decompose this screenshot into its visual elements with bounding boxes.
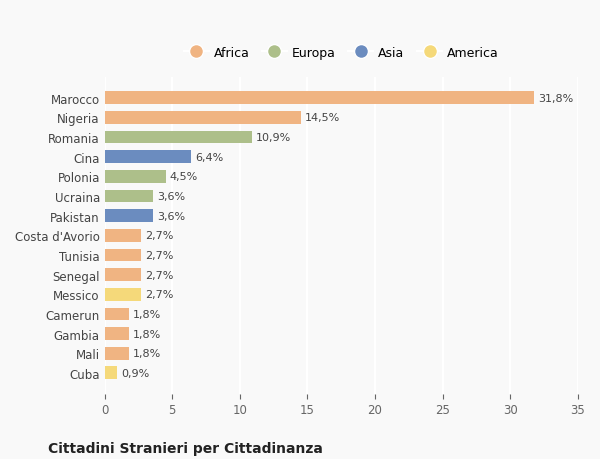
Bar bbox=[105, 327, 129, 340]
Legend: Africa, Europa, Asia, America: Africa, Europa, Asia, America bbox=[180, 43, 503, 63]
Bar bbox=[105, 230, 141, 242]
Text: 2,7%: 2,7% bbox=[145, 231, 173, 241]
Text: 3,6%: 3,6% bbox=[157, 191, 185, 202]
Text: 0,9%: 0,9% bbox=[121, 368, 149, 378]
Bar bbox=[105, 367, 117, 380]
Text: Cittadini Stranieri per Cittadinanza: Cittadini Stranieri per Cittadinanza bbox=[48, 441, 323, 454]
Bar bbox=[105, 170, 166, 183]
Text: 2,7%: 2,7% bbox=[145, 290, 173, 300]
Bar bbox=[105, 92, 535, 105]
Bar bbox=[105, 288, 141, 301]
Bar bbox=[105, 347, 129, 360]
Text: 3,6%: 3,6% bbox=[157, 211, 185, 221]
Text: 31,8%: 31,8% bbox=[538, 93, 574, 103]
Text: 4,5%: 4,5% bbox=[170, 172, 198, 182]
Text: 10,9%: 10,9% bbox=[256, 133, 292, 143]
Text: 2,7%: 2,7% bbox=[145, 270, 173, 280]
Bar bbox=[105, 112, 301, 124]
Text: 1,8%: 1,8% bbox=[133, 329, 161, 339]
Bar bbox=[105, 151, 191, 163]
Bar bbox=[105, 210, 154, 223]
Text: 6,4%: 6,4% bbox=[195, 152, 224, 162]
Bar bbox=[105, 249, 141, 262]
Bar bbox=[105, 269, 141, 281]
Bar bbox=[105, 308, 129, 320]
Text: 2,7%: 2,7% bbox=[145, 250, 173, 260]
Text: 1,8%: 1,8% bbox=[133, 348, 161, 358]
Bar bbox=[105, 131, 252, 144]
Text: 14,5%: 14,5% bbox=[305, 113, 340, 123]
Bar bbox=[105, 190, 154, 203]
Text: 1,8%: 1,8% bbox=[133, 309, 161, 319]
